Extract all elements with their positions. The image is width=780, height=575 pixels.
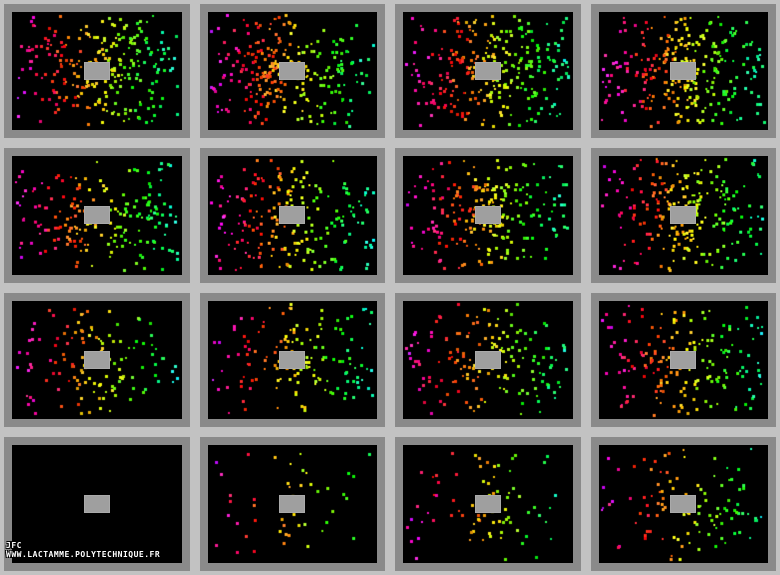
obstacle-rect xyxy=(474,206,501,225)
sim-panel xyxy=(395,148,581,283)
obstacle-rect xyxy=(279,350,306,369)
obstacle-rect xyxy=(83,206,110,225)
sim-panel xyxy=(4,292,190,427)
sim-panel xyxy=(199,4,385,139)
sim-panel xyxy=(199,148,385,283)
sim-panel xyxy=(4,148,190,283)
sim-panel xyxy=(590,148,776,283)
sim-panel xyxy=(590,436,776,571)
obstacle-rect xyxy=(83,494,110,513)
obstacle-rect xyxy=(83,62,110,81)
obstacle-rect xyxy=(474,62,501,81)
obstacle-rect xyxy=(474,494,501,513)
obstacle-rect xyxy=(279,494,306,513)
sim-panel xyxy=(395,436,581,571)
obstacle-rect xyxy=(670,350,697,369)
sim-panel xyxy=(590,4,776,139)
obstacle-rect xyxy=(279,206,306,225)
watermark-url: WWW.LACTAMME.POLYTECHNIQUE.FR xyxy=(6,550,161,559)
obstacle-rect xyxy=(670,62,697,81)
sim-panel xyxy=(4,436,190,571)
obstacle-rect xyxy=(670,494,697,513)
watermark: JFC WWW.LACTAMME.POLYTECHNIQUE.FR xyxy=(6,541,160,559)
obstacle-rect xyxy=(670,206,697,225)
obstacle-rect xyxy=(83,350,110,369)
sim-panel xyxy=(4,4,190,139)
sim-panel xyxy=(199,436,385,571)
sim-panel xyxy=(199,292,385,427)
sim-panel xyxy=(590,292,776,427)
sim-panel xyxy=(395,292,581,427)
obstacle-rect xyxy=(279,62,306,81)
sim-panel xyxy=(395,4,581,139)
obstacle-rect xyxy=(474,350,501,369)
watermark-author: JFC xyxy=(6,541,22,550)
